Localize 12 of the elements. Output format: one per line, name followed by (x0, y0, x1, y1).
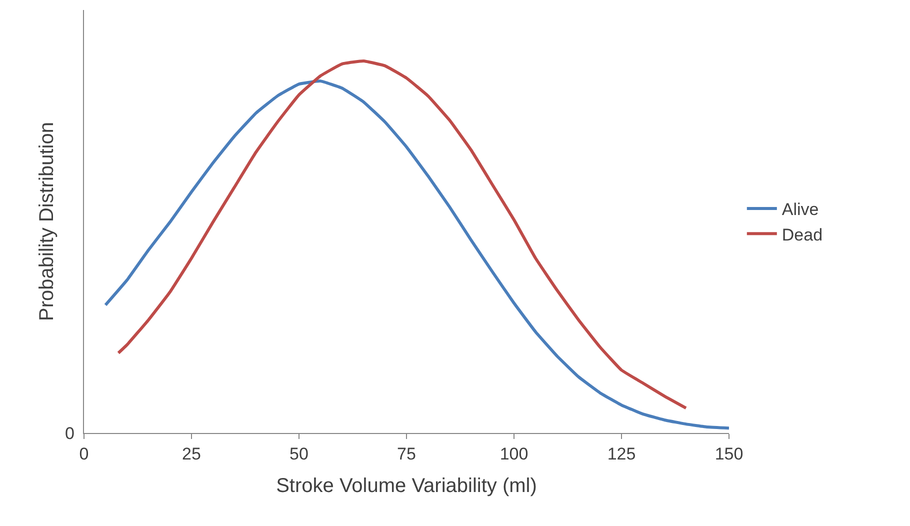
x-tick-label: 150 (714, 444, 744, 464)
text: 0 (65, 424, 74, 443)
y-axis-title: Probability Distribution (36, 122, 58, 321)
x-tick-label: 125 (607, 444, 636, 464)
x-tick-label: 75 (397, 444, 416, 464)
legend-label: Dead (782, 225, 823, 244)
x-tick-label: 100 (500, 444, 528, 464)
x-axis-title: Stroke Volume Variability (ml) (276, 474, 537, 497)
x-tick-label: 50 (290, 444, 308, 464)
x-tick-label: 25 (182, 444, 201, 464)
legend-label: Alive (782, 200, 819, 220)
x-tick-label: 0 (79, 444, 89, 464)
